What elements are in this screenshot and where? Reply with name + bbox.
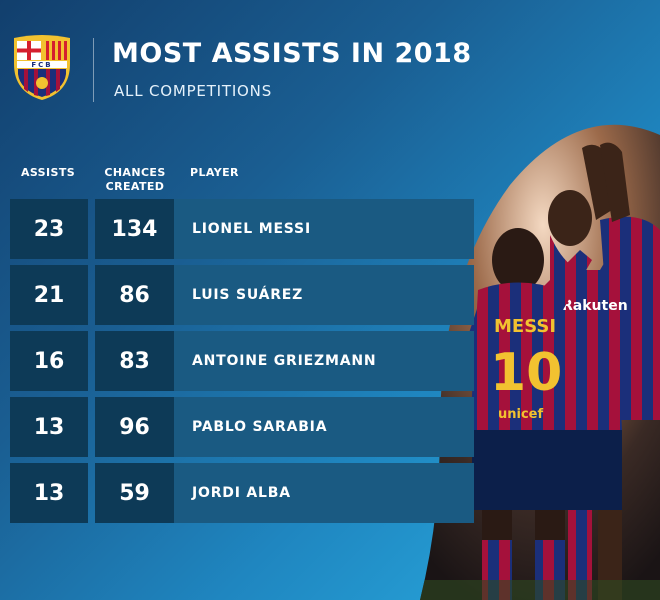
- fcb-crest-logo: [14, 35, 70, 100]
- assists-value: 16: [10, 331, 88, 391]
- table-row: 13 59 JORDI ALBA: [0, 463, 660, 523]
- column-header-player: PLAYER: [190, 166, 239, 179]
- chances-value: 86: [95, 265, 174, 325]
- player-name: ANTOINE GRIEZMANN: [174, 331, 474, 391]
- player-name: JORDI ALBA: [174, 463, 474, 523]
- page-subtitle: ALL COMPETITIONS: [114, 82, 273, 100]
- player-name: PABLO SARABIA: [174, 397, 474, 457]
- assists-value: 13: [10, 397, 88, 457]
- player-name: LUIS SUÁREZ: [174, 265, 474, 325]
- assists-value: 23: [10, 199, 88, 259]
- sponsor-text: unicef: [498, 407, 543, 422]
- column-header-chances-line1: CHANCES: [104, 166, 166, 179]
- assists-value: 21: [10, 265, 88, 325]
- table-row: 13 96 PABLO SARABIA: [0, 397, 660, 457]
- page-title: MOST ASSISTS IN 2018: [112, 38, 472, 69]
- shirt-number: 10: [490, 343, 562, 403]
- player-name: LIONEL MESSI: [174, 199, 474, 259]
- table-row: 23 134 LIONEL MESSI: [0, 199, 660, 259]
- table-row: 21 86 LUIS SUÁREZ: [0, 265, 660, 325]
- table-row: 16 83 ANTOINE GRIEZMANN: [0, 331, 660, 391]
- chances-value: 96: [95, 397, 174, 457]
- shirt-name: MESSI: [494, 316, 556, 337]
- chances-value: 59: [95, 463, 174, 523]
- column-header-chances-created: CHANCES CREATED: [96, 166, 174, 194]
- chances-value: 134: [95, 199, 174, 259]
- chances-value: 83: [95, 331, 174, 391]
- crest-text: FCB: [31, 61, 53, 69]
- column-header-assists: ASSISTS: [20, 166, 76, 179]
- column-header-chances-line2: CREATED: [105, 180, 165, 193]
- assists-value: 13: [10, 463, 88, 523]
- sponsor-text-2: Rakuten: [562, 298, 628, 314]
- header-divider: [93, 38, 94, 102]
